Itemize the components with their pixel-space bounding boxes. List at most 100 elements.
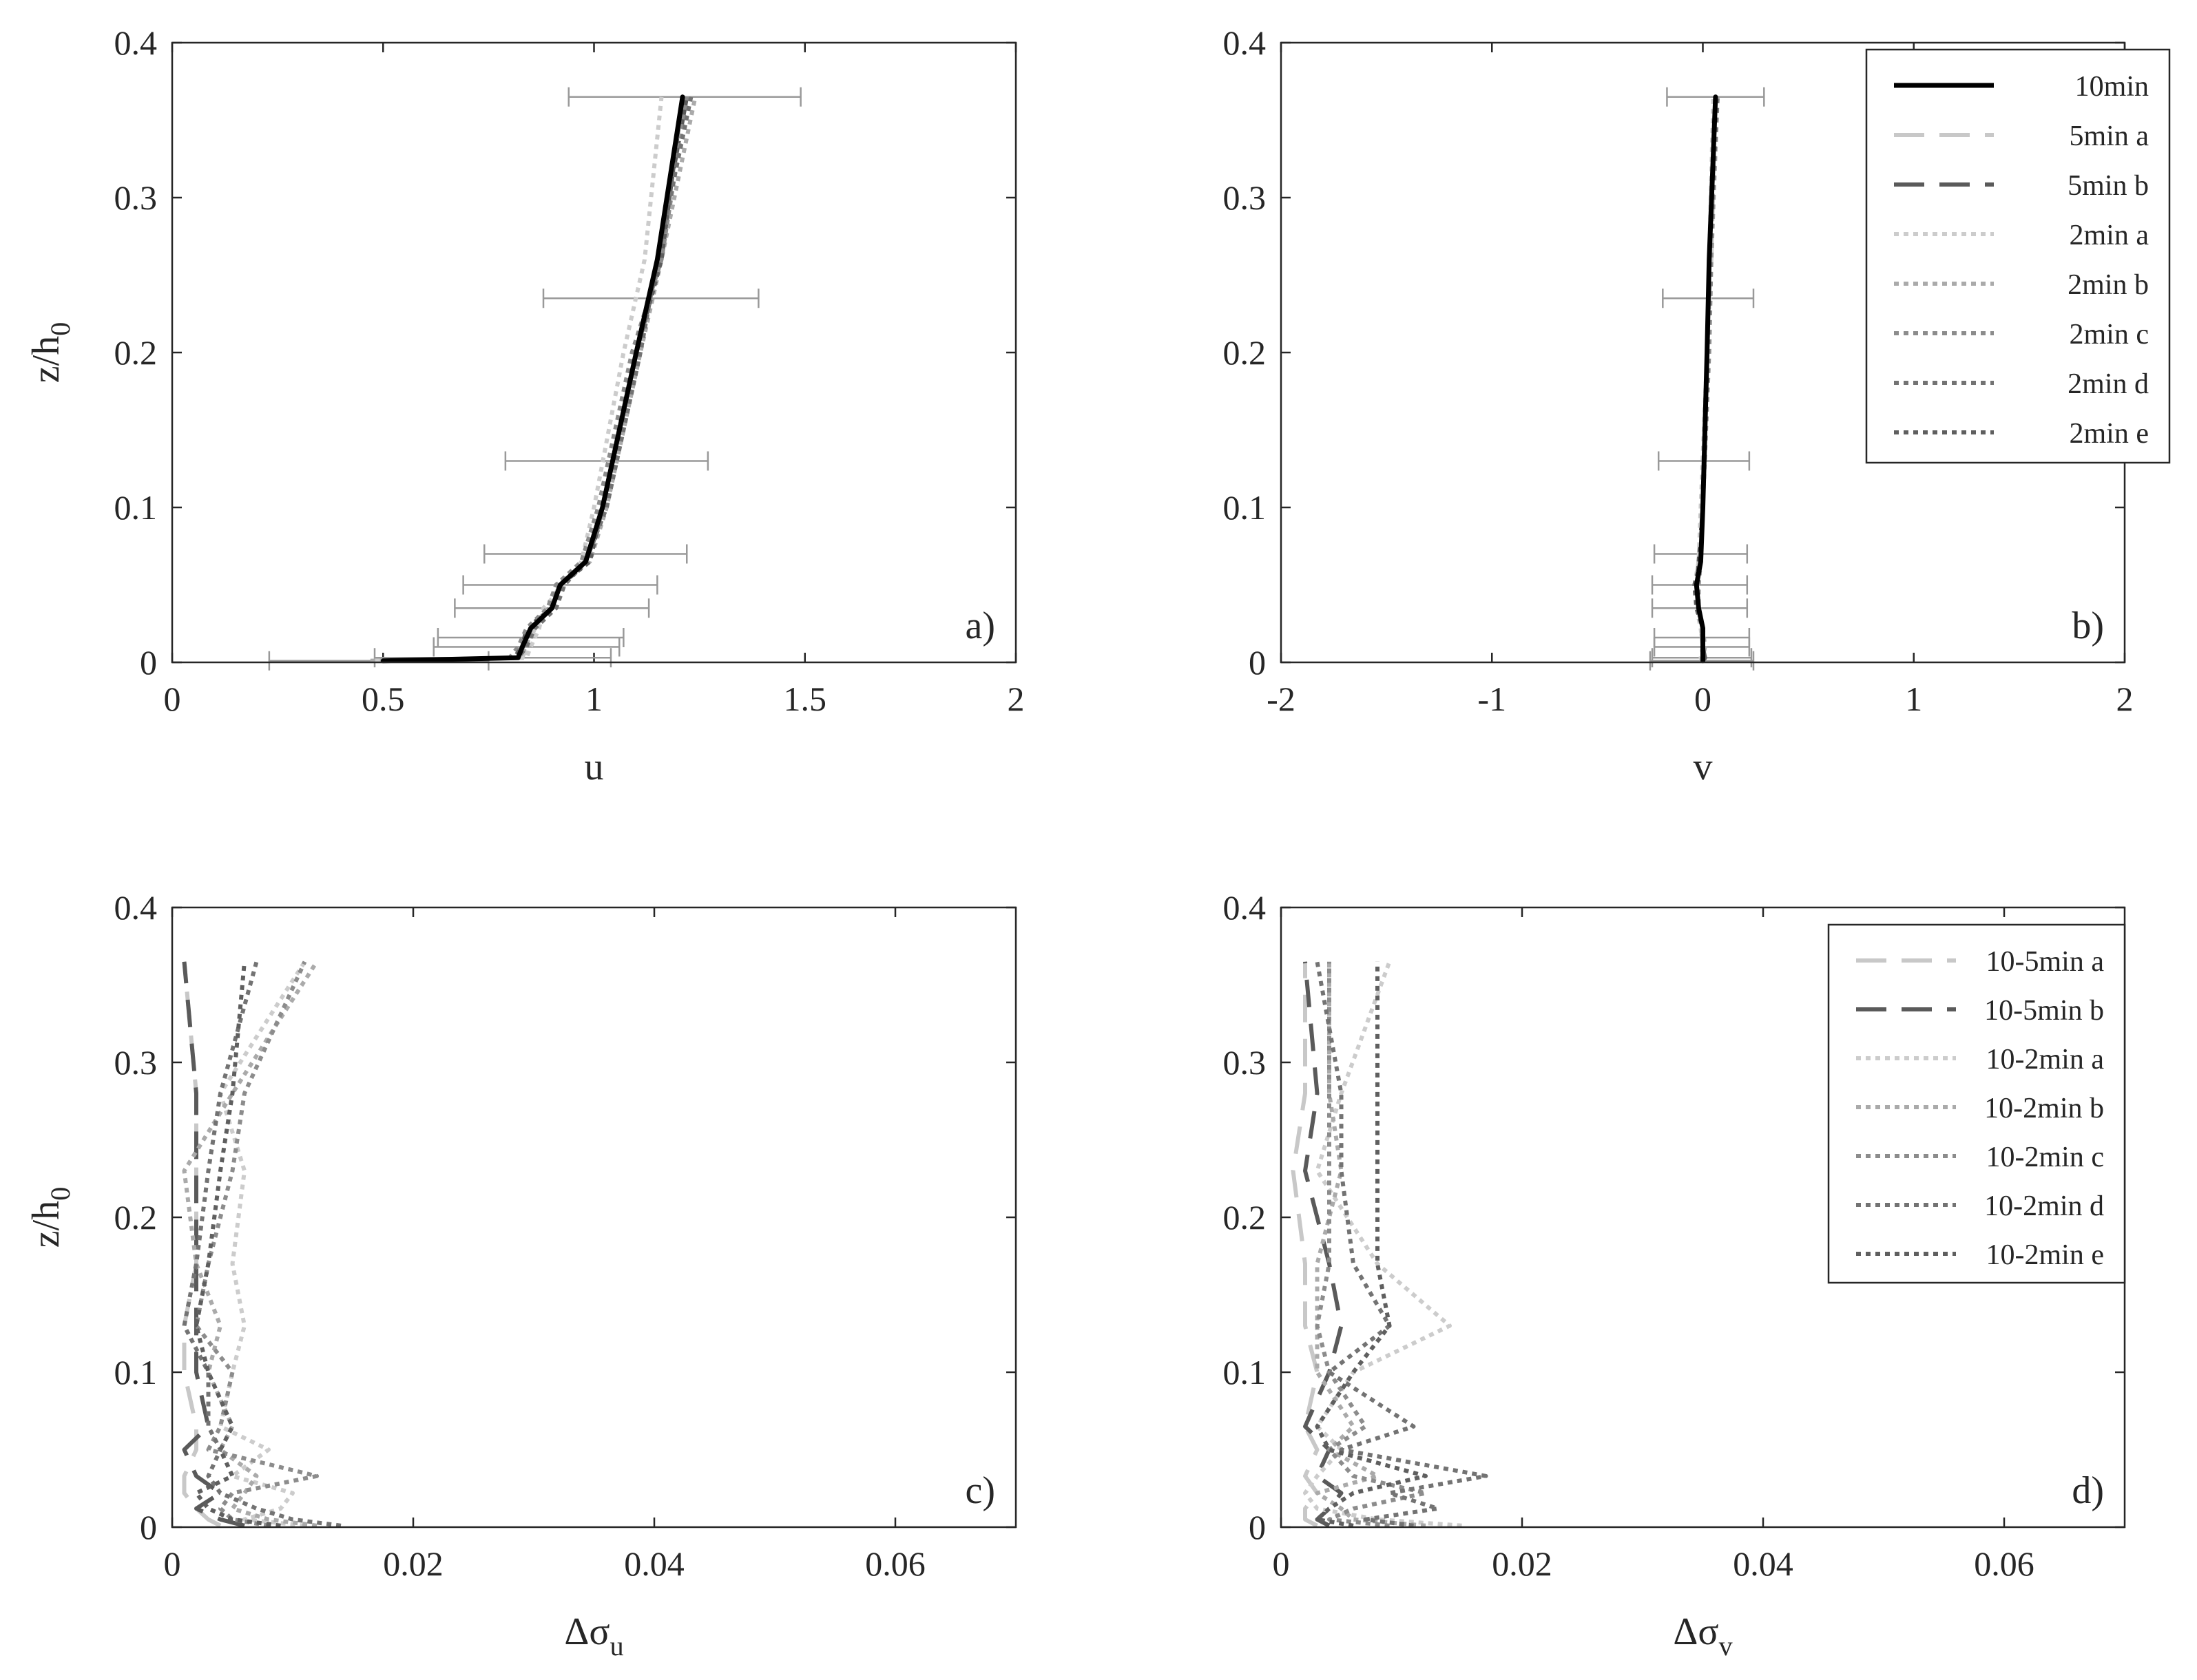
x-tick-label: 2 [1008,680,1025,718]
x-tick-label: -2 [1267,680,1295,718]
axes-frame [171,41,1017,664]
panel-b: -2 -1 0 1 2 0 0.1 0.2 0.3 0.4 b) v 10min 5min a 5min b… [1223,23,2171,788]
series-line-10-2min-c [1315,961,1428,1528]
legend-label: 10min [2075,71,2149,103]
legend-entry: 2min b [1894,269,2149,301]
x-axis-label: v [1694,746,1713,788]
x-tick-label: 0.06 [1974,1544,2034,1583]
legend-entry: 2min c [1894,319,2149,350]
legend-label: 5min a [2070,120,2149,152]
plot-area [172,43,1016,662]
legend-label: 10-2min d [1984,1190,2104,1222]
legend-entry: 10-2min c [1856,1142,2104,1173]
x-axis-label: Δσu [564,1610,623,1661]
y-tick-label: 0 [1249,1508,1266,1546]
x-tick-label: 1.5 [784,680,827,718]
y-tick-label: 0 [1249,643,1266,682]
y-axis-label-main: z/h [25,1201,67,1248]
x-tick-label: 0.02 [383,1544,444,1583]
legend-entry: 10-2min b [1856,1093,2104,1124]
plot-area [172,907,1016,1527]
series-line-10-2min-d [1315,961,1488,1528]
panel-label: a) [965,605,995,647]
legend-entry: 10-2min d [1856,1190,2104,1222]
legend-label: 2min c [2070,319,2149,350]
y-tick-label: 0.3 [114,1043,158,1082]
series-line-2min-c [383,96,689,663]
legend-entry: 10min [1894,71,2149,103]
y-tick-label: 0.2 [1223,333,1267,372]
y-axis-label-main: z/h [25,336,67,383]
legend-label: 10-2min a [1986,1044,2105,1075]
y-tick-label: 0.1 [1223,488,1267,527]
x-axis-label-main: u [585,746,604,788]
series-line-10min [1694,94,1718,664]
y-tick-label: 0.2 [114,333,158,372]
x-tick-label: 0 [164,1544,181,1583]
legend-label: 10-2min e [1986,1239,2104,1271]
x-axis-label: Δσv [1673,1610,1732,1661]
series-line-10-2min-b [182,960,319,1528]
y-tick-label: 0.4 [114,888,158,927]
x-tick-label: 0.5 [362,680,405,718]
series-line-10-5min-a [182,961,222,1528]
legend-entry: 2min e [1894,418,2149,450]
panel-label: c) [965,1469,995,1512]
legend-entry: 10-5min b [1856,995,2104,1027]
x-axis-label-main: Δσ [1673,1610,1718,1653]
series-line-10-2min-a [218,960,307,1528]
x-tick-label: 0.04 [624,1544,685,1583]
y-axis-label: z/h0 [25,1187,76,1248]
y-tick-label: 0.2 [114,1198,158,1237]
legend-label: 10-5min b [1984,995,2104,1027]
legend-box [1865,48,2171,464]
series-line-10-2min-d [182,961,342,1528]
legend-label: 10-5min a [1986,946,2105,978]
x-tick-label: -1 [1477,680,1506,718]
panel-label: d) [2072,1469,2104,1512]
x-axis-label: u [585,746,604,788]
legend-box [1827,923,2126,1284]
y-tick-label: 0.3 [1223,178,1267,217]
legend: 10min 5min a 5min b 2min a 2min b 2min c 2min … [1865,48,2171,464]
legend-label: 2min e [2070,418,2149,450]
legend-entry: 2min d [1894,368,2149,400]
y-tick-label: 0.3 [1223,1043,1267,1082]
series-line-10-5min-a [1291,961,1320,1528]
series-line-10min [380,94,685,664]
legend-label: 2min b [2068,269,2149,301]
series-line-10-5min-b [182,961,245,1528]
legend-label: 10-2min b [1984,1093,2104,1124]
series-line-10-2min-e [1315,961,1428,1528]
y-tick-label: 0.3 [114,178,158,217]
x-axis-label-main: v [1694,746,1713,788]
series-line-10-5min-b [1303,961,1344,1528]
x-tick-label: 1 [1905,680,1922,718]
x-axis-label-sub: u [610,1630,624,1661]
y-tick-label: 0 [140,1508,157,1546]
x-tick-label: 0 [1694,680,1711,718]
y-tick-label: 0.4 [114,23,158,62]
y-tick-label: 0.1 [1223,1353,1267,1392]
legend-entry: 2min a [1894,220,2149,251]
x-axis-label-main: Δσ [564,1610,610,1653]
series-line-10-2min-c [194,960,319,1528]
y-tick-label: 0.4 [1223,888,1267,927]
x-tick-label: 0.04 [1733,1544,1793,1583]
legend-entry: 10-2min e [1856,1239,2104,1271]
legend-label: 5min b [2068,170,2149,202]
x-axis-label-sub: v [1719,1630,1733,1661]
y-axis-label: z/h0 [25,322,76,383]
y-tick-label: 0.1 [114,488,158,527]
legend: 10-5min a 10-5min b 10-2min a 10-2min b 10-2… [1827,923,2126,1284]
series-line-10-2min-b [1315,961,1426,1528]
y-tick-label: 0.4 [1223,23,1267,62]
y-tick-label: 0 [140,643,157,682]
x-tick-label: 0.02 [1492,1544,1552,1583]
error-bar [504,451,709,471]
legend-entry: 10-5min a [1856,946,2104,978]
x-tick-label: 0 [164,680,181,718]
series-line-2min-a [374,96,664,663]
